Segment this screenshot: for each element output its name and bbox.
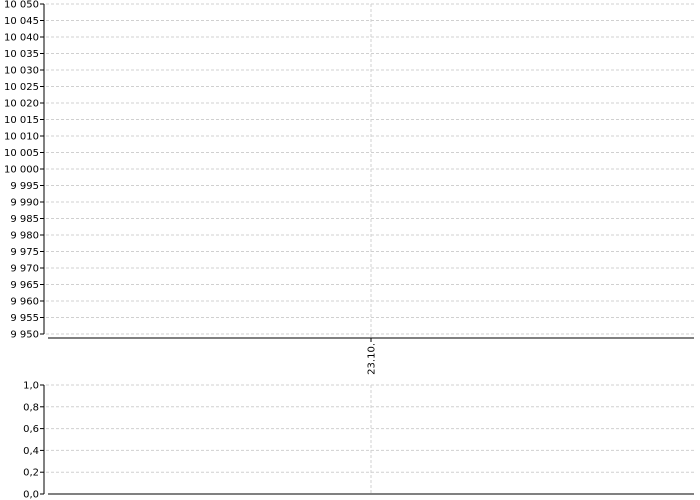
y-tick-label: 10 025: [4, 82, 39, 93]
y-tick-label: 9 970: [10, 264, 39, 275]
y-tick-label: 10 015: [4, 115, 39, 126]
y-tick-label: 9 950: [10, 330, 39, 341]
y-tick-label: 10 010: [4, 132, 39, 143]
y-tick-label: 10 040: [4, 33, 39, 44]
y-tick-label: 9 980: [10, 231, 39, 242]
y-tick-label: 9 990: [10, 198, 39, 209]
y-tick-label: 0,8: [23, 402, 39, 413]
y-tick-label: 0,2: [23, 468, 39, 479]
y-tick-label: 10 020: [4, 99, 39, 110]
y-tick-label: 10 050: [4, 0, 39, 11]
y-tick-label: 0,4: [23, 446, 39, 457]
y-tick-label: 10 005: [4, 148, 39, 159]
y-tick-label: 9 955: [10, 313, 39, 324]
y-tick-label: 10 000: [4, 165, 39, 176]
y-tick-label: 10 030: [4, 66, 39, 77]
y-tick-label: 9 965: [10, 280, 39, 291]
y-tick-label: 0,6: [23, 424, 39, 435]
y-tick-label: 9 985: [10, 214, 39, 225]
y-tick-label: 10 045: [4, 16, 39, 27]
x-tick-label: 23.10.: [367, 343, 378, 375]
y-tick-label: 10 035: [4, 49, 39, 60]
y-tick-label: 9 960: [10, 297, 39, 308]
y-tick-label: 9 995: [10, 181, 39, 192]
y-tick-label: 9 975: [10, 247, 39, 258]
y-tick-label: 0,0: [23, 490, 39, 500]
y-tick-label: 1,0: [23, 381, 39, 392]
